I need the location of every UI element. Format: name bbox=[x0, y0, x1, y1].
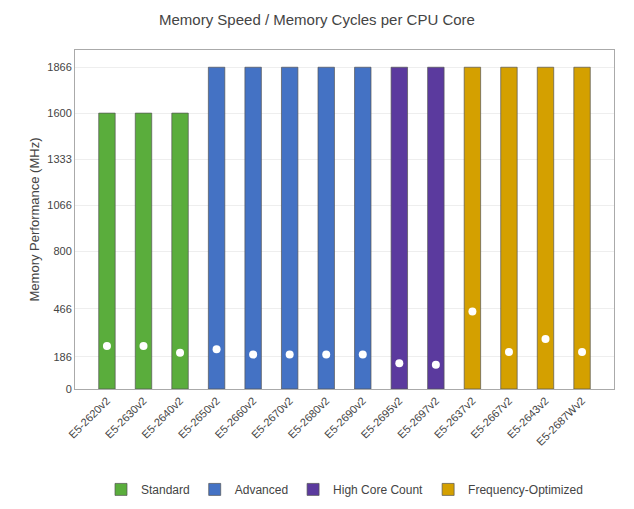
svg-text:Memory Performance (MHz): Memory Performance (MHz) bbox=[27, 138, 42, 302]
svg-text:1333: 1333 bbox=[47, 153, 71, 165]
svg-text:E5-2660v2: E5-2660v2 bbox=[212, 395, 258, 441]
svg-text:186: 186 bbox=[53, 351, 71, 363]
svg-text:E5-2640v2: E5-2640v2 bbox=[139, 395, 185, 441]
svg-text:High Core Count: High Core Count bbox=[333, 483, 423, 497]
svg-text:1600: 1600 bbox=[47, 107, 71, 119]
svg-text:E5-2643v2: E5-2643v2 bbox=[505, 395, 551, 441]
svg-text:E5-2695v2: E5-2695v2 bbox=[359, 395, 405, 441]
svg-text:Advanced: Advanced bbox=[235, 483, 288, 497]
svg-text:0: 0 bbox=[66, 383, 72, 395]
svg-text:E5-2690v2: E5-2690v2 bbox=[322, 395, 368, 441]
svg-text:E5-2620v2: E5-2620v2 bbox=[66, 395, 112, 441]
svg-text:1866: 1866 bbox=[47, 61, 71, 73]
svg-text:Frequency-Optimized: Frequency-Optimized bbox=[468, 483, 583, 497]
svg-text:800: 800 bbox=[53, 245, 71, 257]
svg-text:E5-2670v2: E5-2670v2 bbox=[249, 395, 295, 441]
svg-text:E5-2697v2: E5-2697v2 bbox=[395, 395, 441, 441]
svg-text:E5-2650v2: E5-2650v2 bbox=[176, 395, 222, 441]
svg-text:Standard: Standard bbox=[141, 483, 190, 497]
svg-text:1066: 1066 bbox=[47, 199, 71, 211]
svg-text:E5-2667v2: E5-2667v2 bbox=[468, 395, 514, 441]
svg-text:Memory Speed / Memory Cycles p: Memory Speed / Memory Cycles per CPU Cor… bbox=[159, 11, 475, 28]
svg-text:E5-2687Wv2: E5-2687Wv2 bbox=[534, 395, 587, 448]
svg-text:E5-2630v2: E5-2630v2 bbox=[103, 395, 149, 441]
svg-text:466: 466 bbox=[53, 303, 71, 315]
svg-text:E5-2637v2: E5-2637v2 bbox=[432, 395, 478, 441]
svg-text:E5-2680v2: E5-2680v2 bbox=[285, 395, 331, 441]
